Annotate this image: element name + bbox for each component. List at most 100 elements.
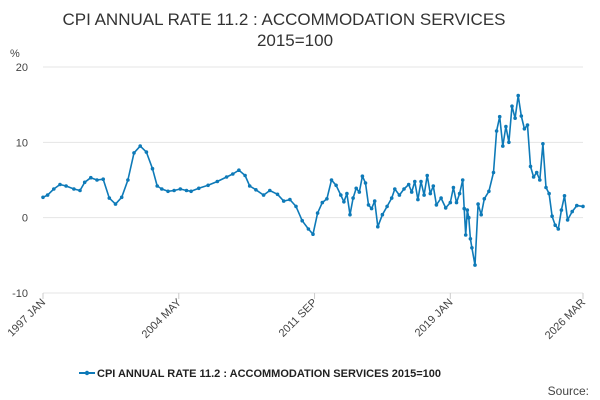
- data-point[interactable]: [439, 196, 443, 200]
- data-point[interactable]: [78, 188, 82, 193]
- data-point[interactable]: [138, 144, 142, 148]
- data-point[interactable]: [306, 227, 311, 231]
- data-point[interactable]: [525, 123, 530, 127]
- data-point[interactable]: [467, 215, 471, 220]
- data-point[interactable]: [184, 188, 189, 193]
- data-point[interactable]: [334, 183, 338, 188]
- data-point[interactable]: [519, 114, 524, 118]
- data-point[interactable]: [538, 178, 542, 182]
- data-point[interactable]: [45, 193, 50, 197]
- data-point[interactable]: [366, 203, 371, 207]
- data-point[interactable]: [389, 196, 394, 200]
- data-point[interactable]: [473, 263, 477, 267]
- data-point[interactable]: [431, 184, 436, 188]
- data-point[interactable]: [409, 190, 414, 194]
- data-point[interactable]: [544, 185, 548, 190]
- data-point[interactable]: [470, 246, 474, 250]
- data-point[interactable]: [172, 188, 176, 193]
- data-point[interactable]: [281, 199, 286, 203]
- data-point[interactable]: [89, 175, 93, 180]
- data-point[interactable]: [393, 187, 397, 191]
- data-point[interactable]: [513, 116, 517, 120]
- data-point[interactable]: [268, 188, 272, 193]
- data-point[interactable]: [434, 203, 439, 207]
- data-point[interactable]: [550, 214, 554, 218]
- data-point[interactable]: [380, 212, 385, 217]
- data-point[interactable]: [351, 196, 355, 200]
- data-point[interactable]: [562, 194, 567, 198]
- data-point[interactable]: [406, 182, 411, 187]
- data-point[interactable]: [402, 187, 406, 191]
- data-point[interactable]: [385, 204, 389, 209]
- data-point[interactable]: [294, 204, 298, 209]
- data-point[interactable]: [58, 182, 62, 187]
- data-point[interactable]: [501, 144, 505, 148]
- data-point[interactable]: [339, 193, 343, 197]
- data-point[interactable]: [397, 193, 402, 197]
- data-point[interactable]: [155, 184, 159, 188]
- data-point[interactable]: [363, 181, 368, 185]
- data-point[interactable]: [372, 199, 377, 203]
- data-point[interactable]: [345, 191, 349, 196]
- data-point[interactable]: [448, 200, 453, 205]
- data-point[interactable]: [468, 237, 473, 241]
- data-point[interactable]: [254, 188, 258, 192]
- data-point[interactable]: [451, 185, 456, 190]
- data-point[interactable]: [541, 142, 545, 146]
- data-point[interactable]: [553, 223, 557, 227]
- data-point[interactable]: [107, 196, 112, 200]
- data-point[interactable]: [119, 195, 124, 200]
- data-point[interactable]: [376, 224, 380, 229]
- data-point[interactable]: [206, 183, 210, 188]
- data-point[interactable]: [150, 166, 155, 171]
- data-point[interactable]: [247, 184, 252, 188]
- data-point[interactable]: [491, 170, 496, 175]
- data-point[interactable]: [348, 212, 352, 217]
- data-point[interactable]: [166, 189, 170, 194]
- data-point[interactable]: [516, 93, 520, 98]
- data-point[interactable]: [534, 170, 539, 175]
- data-point[interactable]: [311, 232, 315, 236]
- data-point[interactable]: [64, 184, 68, 188]
- data-point[interactable]: [422, 193, 426, 197]
- data-point[interactable]: [416, 197, 420, 202]
- data-point[interactable]: [497, 114, 502, 119]
- data-point[interactable]: [575, 203, 579, 208]
- data-point[interactable]: [479, 212, 484, 217]
- data-point[interactable]: [243, 173, 247, 178]
- data-point[interactable]: [178, 187, 183, 191]
- data-point[interactable]: [300, 218, 305, 223]
- data-point[interactable]: [522, 127, 527, 131]
- data-point[interactable]: [570, 209, 574, 214]
- data-point[interactable]: [487, 189, 491, 194]
- data-point[interactable]: [463, 233, 468, 237]
- data-point[interactable]: [360, 174, 365, 178]
- data-point[interactable]: [482, 197, 487, 201]
- data-point[interactable]: [95, 178, 99, 182]
- data-point[interactable]: [528, 164, 533, 169]
- data-point[interactable]: [462, 206, 467, 211]
- data-point[interactable]: [329, 178, 334, 182]
- data-point[interactable]: [231, 172, 235, 176]
- data-point[interactable]: [369, 206, 374, 211]
- data-point[interactable]: [325, 197, 329, 201]
- data-point[interactable]: [237, 168, 241, 172]
- data-point[interactable]: [354, 186, 359, 191]
- data-point[interactable]: [132, 151, 136, 155]
- data-point[interactable]: [559, 208, 564, 212]
- data-point[interactable]: [454, 200, 459, 205]
- data-point[interactable]: [465, 208, 470, 212]
- data-point[interactable]: [556, 227, 561, 231]
- data-point[interactable]: [126, 178, 130, 182]
- data-point[interactable]: [425, 173, 430, 178]
- data-point[interactable]: [41, 195, 45, 200]
- data-point[interactable]: [315, 211, 320, 215]
- data-point[interactable]: [160, 187, 164, 191]
- data-point[interactable]: [547, 191, 551, 196]
- data-point[interactable]: [494, 129, 499, 133]
- data-point[interactable]: [224, 175, 229, 179]
- data-point[interactable]: [197, 186, 201, 191]
- data-point[interactable]: [565, 218, 570, 222]
- data-point[interactable]: [413, 179, 417, 184]
- data-point[interactable]: [443, 206, 448, 210]
